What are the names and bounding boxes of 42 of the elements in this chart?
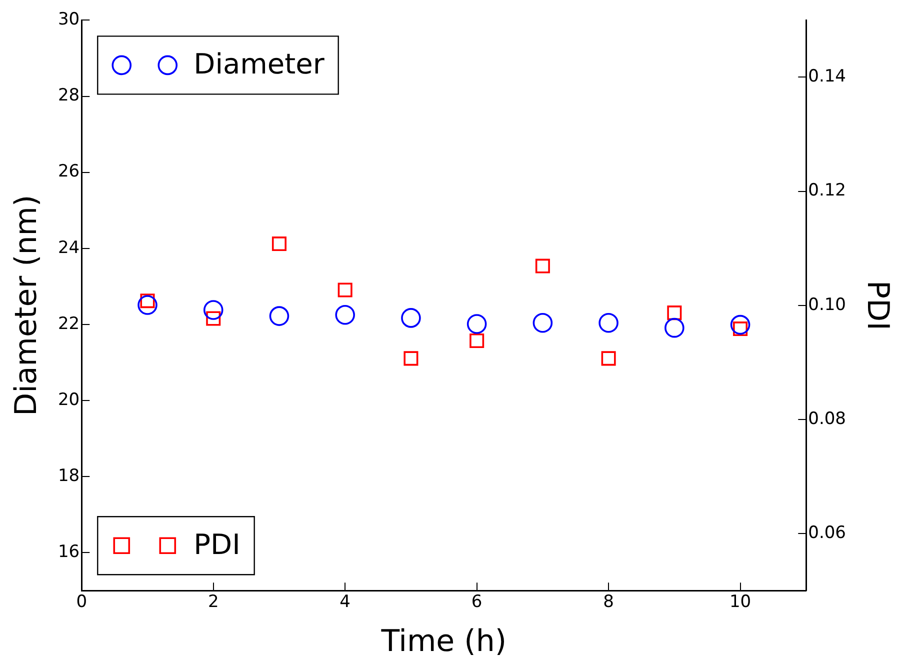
- point: [206, 311, 221, 326]
- x-tick-label: 0: [76, 592, 88, 612]
- y-tick-label: 26: [58, 162, 80, 182]
- y2-tick-label: 0.14: [808, 66, 846, 87]
- x-tick-label: 8: [603, 592, 614, 612]
- y2-tick-label: 0.08: [808, 408, 846, 429]
- point: [335, 305, 355, 325]
- point: [535, 258, 550, 274]
- y2-tick-label: 0.06: [808, 522, 846, 543]
- x-tick-label: 6: [471, 592, 482, 612]
- point: [272, 236, 286, 252]
- y2-axis-title: PDI: [860, 280, 896, 330]
- point: [338, 282, 352, 298]
- point: [664, 318, 684, 338]
- y-axis-title: Diameter (nm): [8, 194, 44, 416]
- y-tick-label: 22: [58, 314, 80, 334]
- point: [138, 295, 158, 315]
- point: [598, 312, 618, 333]
- y2-tick-label: 0.10: [808, 294, 846, 315]
- point: [730, 314, 750, 335]
- point: [601, 351, 616, 366]
- y-tick-label: 18: [58, 466, 80, 486]
- y-tick-label: 24: [58, 238, 80, 258]
- x-tick-label: 4: [340, 592, 351, 612]
- y-tick-label: 30: [58, 10, 80, 30]
- point: [269, 306, 290, 326]
- y-tick-label: 20: [58, 390, 80, 410]
- y-tick-label: 28: [58, 86, 80, 106]
- point: [203, 300, 224, 320]
- legend-label: Diameter: [194, 47, 325, 80]
- x-tick-label: 2: [208, 592, 219, 612]
- point: [667, 306, 682, 320]
- legend-label: PDI: [194, 528, 240, 561]
- y-tick-label: 16: [58, 542, 80, 562]
- point: [532, 312, 553, 333]
- x-axis-title: Time (h): [380, 624, 507, 659]
- point: [404, 351, 418, 366]
- point: [401, 308, 421, 328]
- y2-tick-label: 0.12: [808, 180, 846, 201]
- point: [470, 334, 484, 348]
- x-tick-label: 10: [729, 592, 752, 612]
- point: [466, 314, 487, 334]
